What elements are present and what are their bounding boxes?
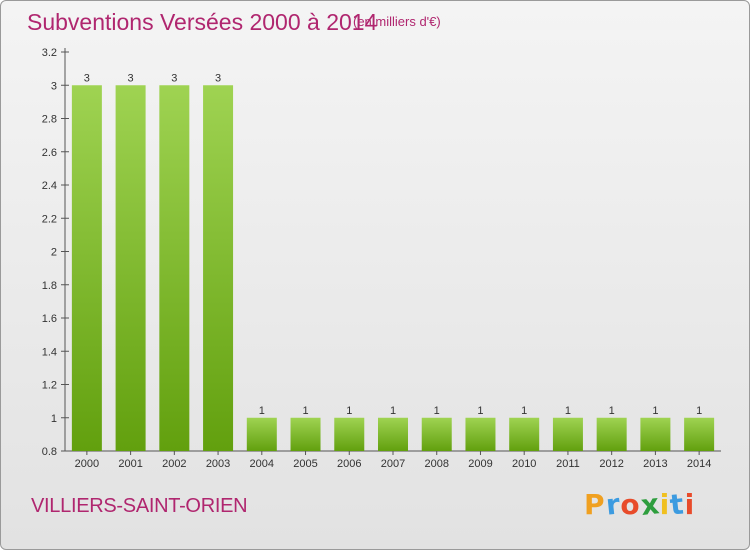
y-tick-label: 1.4: [42, 346, 57, 358]
labels: 2000 3 2001 3 2002 3 2003 3 2004 1 2005 1 2006 1 2007 1…: [75, 72, 712, 470]
bar: [465, 417, 496, 451]
data-label: 1: [565, 405, 571, 417]
data-label: 3: [215, 72, 221, 84]
logo-letter: P: [584, 488, 606, 521]
bars: [71, 85, 715, 451]
data-label: 1: [390, 405, 396, 417]
logo-letter: o: [620, 488, 641, 521]
x-tick-label: 2009: [468, 458, 492, 470]
data-label: 3: [171, 72, 177, 84]
bar: [115, 85, 146, 451]
data-label: 1: [696, 405, 702, 417]
chart-title: Subventions Versées 2000 à 2014: [27, 9, 378, 35]
x-tick-label: 2012: [599, 458, 623, 470]
y-tick-label: 2.2: [42, 213, 57, 225]
data-label: 1: [259, 405, 265, 417]
x-tick-label: 2000: [75, 458, 99, 470]
data-label: 1: [652, 405, 658, 417]
y-tick-label: 3.2: [42, 47, 57, 59]
y-tick-label: 3: [51, 80, 57, 92]
chart-subtitle: (en milliers d'€): [353, 14, 441, 29]
data-label: 1: [477, 405, 483, 417]
bar: [421, 417, 452, 451]
logo-letter: r: [603, 487, 623, 522]
x-tick-label: 2014: [687, 458, 711, 470]
bar: [246, 417, 277, 451]
logo-letter: x: [638, 487, 662, 522]
y-tick-label: 2: [51, 247, 57, 259]
x-tick-label: 2001: [118, 458, 142, 470]
bar: [203, 85, 234, 451]
y-tick-label: 2.6: [42, 147, 57, 159]
data-label: 3: [84, 72, 90, 84]
bar: [596, 417, 627, 451]
data-label: 1: [609, 405, 615, 417]
y-tick-label: 1.2: [42, 380, 57, 392]
x-tick-label: 2007: [381, 458, 405, 470]
bar: [640, 417, 671, 451]
data-label: 1: [346, 405, 352, 417]
commune-name: VILLIERS-SAINT-ORIEN: [31, 495, 248, 517]
x-tick-label: 2004: [250, 458, 274, 470]
data-label: 3: [128, 72, 134, 84]
x-tick-label: 2005: [293, 458, 317, 470]
bar: [334, 417, 365, 451]
bar: [71, 85, 102, 451]
bar: [684, 417, 715, 451]
x-tick-label: 2002: [162, 458, 186, 470]
y-tick-label: 1.6: [42, 313, 57, 325]
data-label: 1: [434, 405, 440, 417]
x-tick-label: 2006: [337, 458, 361, 470]
bar: [378, 417, 408, 451]
y-tick-label: 2.4: [42, 180, 57, 192]
y-tick-label: 1: [51, 413, 57, 425]
data-label: 1: [521, 405, 527, 417]
logo-letter: i: [684, 488, 696, 521]
bar: [159, 85, 190, 451]
data-label: 1: [302, 405, 308, 417]
logo-letter: i: [659, 488, 671, 521]
bar: [509, 417, 540, 451]
x-tick-label: 2011: [556, 458, 580, 470]
y-tick-label: 0.8: [42, 446, 57, 458]
y-tick-label: 1.8: [42, 280, 57, 292]
x-tick-label: 2013: [643, 458, 667, 470]
proxiti-logo: Proxiti: [584, 487, 696, 522]
x-tick-label: 2010: [512, 458, 536, 470]
bar: [552, 417, 583, 451]
x-tick-label: 2003: [206, 458, 230, 470]
x-tick-label: 2008: [424, 458, 448, 470]
y-tick-label: 2.8: [42, 114, 57, 126]
bar: [290, 417, 321, 451]
